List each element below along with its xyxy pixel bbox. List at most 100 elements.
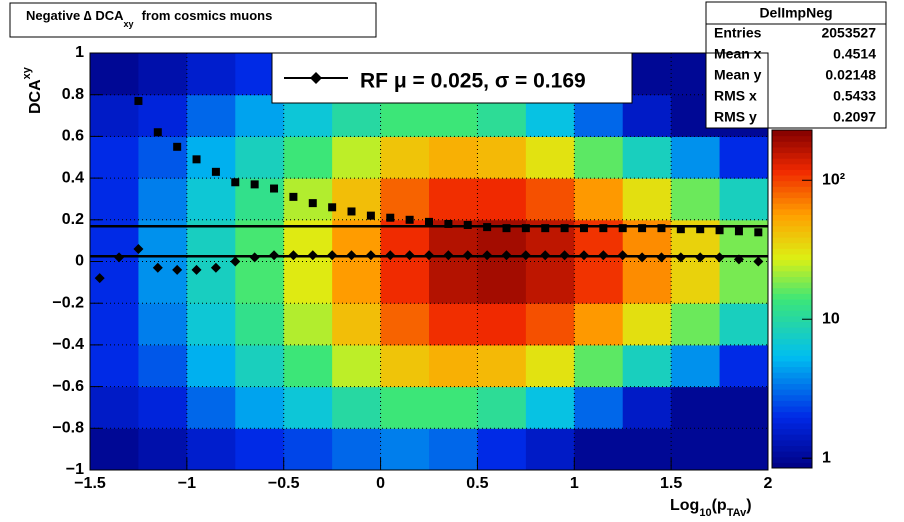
- heatmap-cell: [525, 261, 575, 304]
- color-bar-segment: [772, 344, 812, 351]
- data-point: [579, 224, 588, 233]
- color-bar-segment: [772, 220, 812, 227]
- heatmap-cell: [574, 428, 624, 471]
- data-point: [444, 219, 453, 228]
- heatmap-cell: [719, 428, 769, 471]
- color-bar-segment: [772, 163, 812, 170]
- heatmap-cell: [671, 303, 721, 346]
- color-bar-segment: [772, 197, 812, 204]
- heatmap-cell: [671, 136, 721, 179]
- color-bar-segment: [772, 237, 812, 244]
- data-point: [463, 221, 472, 230]
- heatmap-cell: [477, 428, 527, 471]
- data-point: [134, 96, 143, 105]
- data-point: [308, 199, 317, 208]
- color-bar-segment: [772, 422, 812, 430]
- data-point: [172, 264, 183, 275]
- heatmap-cell: [90, 261, 139, 304]
- heatmap-cell: [235, 303, 285, 346]
- data-point: [443, 250, 454, 261]
- y-tick-label: 0.2: [62, 211, 84, 228]
- x-axis-label: Log10(pTAv): [670, 497, 752, 519]
- heatmap-cell: [719, 386, 769, 429]
- heatmap-cell: [283, 303, 333, 346]
- heatmap-cell: [622, 178, 672, 221]
- color-bar-segment: [772, 270, 812, 277]
- z-tick-label: 1: [822, 449, 831, 466]
- data-point: [269, 250, 280, 261]
- data-point: [327, 250, 338, 261]
- color-bar-segment: [772, 411, 812, 418]
- heatmap-cell: [429, 136, 478, 179]
- x-tick-label: −0.5: [268, 475, 300, 492]
- stats-box: [705, 1, 887, 129]
- heatmap-cell: [574, 344, 624, 388]
- heatmap-cell: [525, 303, 575, 346]
- heatmap-cell: [90, 428, 139, 471]
- legend-label: RF μ = 0.025, σ = 0.169: [360, 70, 586, 93]
- heatmap-cell: [429, 386, 478, 429]
- data-point: [520, 250, 531, 261]
- color-bar-segment: [772, 456, 812, 463]
- color-bar-segment: [772, 146, 812, 154]
- heatmap-cell: [671, 344, 721, 388]
- color-bar-segment: [772, 310, 812, 317]
- x-label-main: Log: [670, 497, 699, 514]
- heatmap-cell: [332, 428, 382, 471]
- color-bar-segment: [772, 265, 812, 272]
- color-bar-segment: [772, 141, 812, 148]
- y-tick-label: −0.8: [52, 420, 84, 437]
- title-box: [9, 2, 377, 38]
- data-point: [366, 211, 375, 220]
- color-bar-segment: [772, 445, 812, 452]
- data-point: [560, 224, 569, 233]
- x-label-sub2: TAv: [727, 507, 747, 519]
- heatmap-cell: [235, 344, 285, 388]
- heatmap-cell: [429, 303, 478, 346]
- data-point: [192, 155, 201, 164]
- heatmap-cell: [525, 428, 575, 471]
- color-bar-segment: [772, 180, 812, 187]
- stats-title: DelImpNeg: [759, 5, 832, 21]
- heatmap-cell: [138, 386, 188, 429]
- color-bar-segment: [772, 287, 812, 294]
- heatmap-cell: [719, 344, 769, 388]
- heatmap-cell: [380, 303, 430, 346]
- data-point: [521, 224, 530, 233]
- color-bar-segment: [772, 299, 812, 306]
- plot-area: [89, 52, 769, 471]
- color-bar-segment: [772, 130, 812, 137]
- heatmap-cell: [380, 178, 430, 221]
- heatmap-cell: [332, 136, 382, 179]
- heatmap-cell: [477, 136, 527, 179]
- heatmap-cell: [719, 136, 769, 179]
- title-sub: xy: [124, 19, 134, 29]
- heatmap-cell: [235, 261, 285, 304]
- color-bar-segment: [772, 191, 812, 199]
- x-tick-label: −1: [178, 475, 196, 492]
- color-bar-segment: [772, 372, 812, 379]
- data-point: [250, 180, 259, 189]
- heatmap-cell: [719, 261, 769, 304]
- data-point: [617, 250, 628, 261]
- heatmap-cell: [235, 178, 285, 221]
- data-point: [153, 128, 162, 137]
- data-point: [425, 217, 433, 226]
- heatmap-cell: [90, 94, 139, 137]
- color-bar-segment: [772, 169, 812, 176]
- data-point: [483, 223, 492, 232]
- y-tick-label: −0.6: [52, 378, 84, 395]
- data-point: [715, 226, 724, 235]
- data-point: [559, 250, 570, 261]
- y-tick-label: −0.4: [52, 336, 84, 353]
- heatmap-cell: [671, 386, 721, 429]
- heatmap-cell: [429, 178, 478, 221]
- data-point: [288, 250, 299, 261]
- data-point: [152, 262, 163, 273]
- x-label-end: ): [746, 497, 751, 514]
- x-tick-label: −1.5: [74, 475, 106, 492]
- heatmap-cell: [380, 261, 430, 304]
- heatmap-cell: [138, 344, 188, 388]
- heatmap-cell: [380, 386, 430, 429]
- heatmap-cell: [90, 53, 139, 96]
